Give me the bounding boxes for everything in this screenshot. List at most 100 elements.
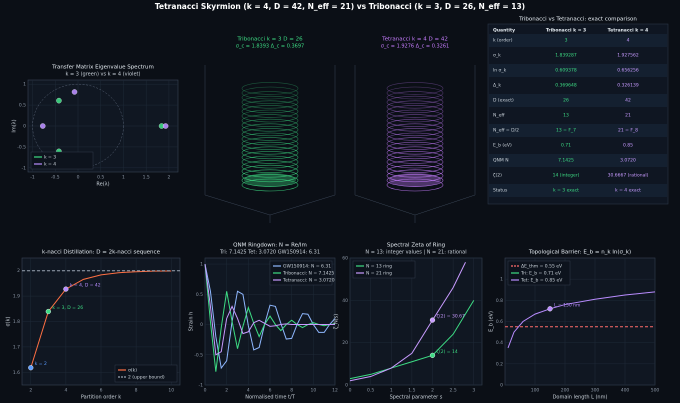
y-tick-label: 0.5 bbox=[19, 103, 26, 109]
series-line bbox=[204, 263, 335, 356]
table-cell: 0.85 bbox=[623, 143, 633, 149]
table-header: Tribonacci k = 3 bbox=[546, 28, 586, 34]
y-tick-label: 1 bbox=[200, 262, 203, 268]
legend-label: ΔE_thm = 0.55 eV bbox=[521, 264, 563, 270]
y-tick-label: 2 bbox=[17, 268, 20, 274]
skyrmion-ring bbox=[386, 151, 444, 164]
legend-label: σ(k) bbox=[128, 368, 137, 374]
x-tick-label: 2 bbox=[431, 388, 434, 394]
y-tick-label: -1 bbox=[22, 165, 27, 171]
skyrmion-ring bbox=[241, 95, 299, 109]
point-label: k = 3, D = 26 bbox=[52, 305, 83, 311]
eigenvalue-point bbox=[71, 89, 78, 95]
table-cell: 26 bbox=[563, 98, 569, 104]
x-axis-label: Re(λ) bbox=[96, 182, 109, 188]
table-cell: 0.71 bbox=[561, 143, 571, 149]
eigenvalue-point bbox=[56, 97, 62, 104]
legend-label: GW150914: N = 6.31 bbox=[283, 264, 331, 270]
series-line bbox=[204, 264, 336, 372]
x-tick-label: 100 bbox=[531, 388, 540, 394]
point-label: k = 2 bbox=[35, 361, 47, 367]
skyrmion-ring bbox=[386, 132, 444, 146]
skyrmion-ring bbox=[241, 118, 299, 132]
point-label: ζ(2) = 14 bbox=[437, 349, 458, 355]
table-cell: 30.6667 (rational) bbox=[608, 173, 649, 179]
skyrmion-ring bbox=[241, 174, 299, 187]
point-label: k = 4, D = 42 bbox=[70, 283, 101, 289]
x-tick-label: 10 bbox=[168, 388, 174, 394]
table-row bbox=[489, 124, 667, 137]
y-tick-label: 1 bbox=[23, 82, 26, 88]
table-cell: 7.1425 bbox=[558, 158, 574, 164]
series-line bbox=[349, 262, 466, 382]
table-cell: k = 4 exact bbox=[615, 188, 641, 194]
chart-title: Tetranacci k = 4 D = 42 bbox=[381, 37, 448, 43]
skyrmion-ring bbox=[241, 155, 299, 169]
table-row bbox=[489, 94, 667, 107]
x-tick-label: 1.5 bbox=[143, 175, 150, 181]
highlight-point bbox=[429, 352, 436, 358]
skyrmion-ring bbox=[241, 123, 299, 137]
chart-subtitle: σ_c = 1.9276 Δ_c = 0.3261 bbox=[381, 44, 449, 50]
legend-label: k = 4 bbox=[44, 162, 56, 168]
y-tick-label: 0 bbox=[345, 383, 348, 389]
table-row bbox=[489, 49, 667, 62]
skyrmion-ring bbox=[386, 86, 444, 100]
skyrmion-ring bbox=[386, 95, 444, 109]
table-cell: 4 bbox=[627, 38, 630, 44]
eigenvalue-point bbox=[162, 123, 169, 129]
table-cell: QNM N bbox=[493, 158, 509, 164]
skyrmion-ring bbox=[241, 105, 299, 118]
skyrmion-ring bbox=[386, 146, 444, 160]
axis-box bbox=[354, 65, 476, 223]
x-axis-label: Partition order k bbox=[81, 395, 121, 401]
skyrmion-ring bbox=[241, 109, 299, 123]
legend-box bbox=[352, 260, 416, 279]
chart-title: Transfer Matrix Eigenvalue Spectrum bbox=[51, 65, 154, 71]
skyrmion-ring bbox=[386, 82, 444, 95]
skyrmion-ring bbox=[241, 82, 299, 95]
x-axis-label: Spectral parameter s bbox=[390, 395, 443, 401]
legend-label: N = 13 ring bbox=[366, 264, 392, 270]
skyrmion-ring bbox=[386, 174, 444, 187]
eigenvalue-point bbox=[40, 123, 46, 129]
x-tick-label: 2 bbox=[225, 388, 228, 394]
x-tick-label: 0 bbox=[77, 175, 80, 181]
y-axis-label: ζ_N(s) bbox=[334, 314, 340, 330]
table-row bbox=[489, 169, 667, 182]
highlight-point bbox=[63, 286, 69, 292]
table-cell: Status bbox=[493, 188, 508, 194]
skyrmion-ring bbox=[241, 132, 299, 146]
point-label: ζ(2) = 30.67 bbox=[437, 314, 465, 320]
x-tick-label: 0.5 bbox=[367, 388, 374, 394]
skyrmion-ring bbox=[386, 178, 444, 192]
table-cell: 0.609378 bbox=[555, 68, 577, 74]
legend-label: Tetranacci: N = 3.0720 bbox=[282, 278, 335, 284]
table-cell: 3.0720 bbox=[620, 158, 636, 164]
y-axis-label: σ(k) bbox=[6, 316, 12, 326]
x-tick-label: 2.5 bbox=[450, 388, 457, 394]
x-tick-label: 300 bbox=[591, 388, 600, 394]
y-tick-label: -0.5 bbox=[17, 144, 26, 150]
skyrmion-ring bbox=[241, 164, 299, 178]
y-axis-label: E_b (eV) bbox=[489, 311, 495, 332]
legend-label: Tribonacci: N = 7.1425 bbox=[282, 271, 334, 277]
highlight-point bbox=[547, 306, 553, 312]
x-tick-label: -1 bbox=[30, 175, 35, 181]
x-axis-label: Domain length L (nm) bbox=[553, 395, 608, 401]
x-tick-label: 1 bbox=[122, 175, 125, 181]
highlight-point bbox=[28, 365, 34, 371]
y-tick-label: 0.5 bbox=[196, 292, 203, 298]
x-tick-label: 0 bbox=[204, 388, 207, 394]
y-tick-label: -1 bbox=[199, 383, 204, 389]
table-row bbox=[489, 139, 667, 152]
x-tick-label: 12 bbox=[332, 388, 338, 394]
skyrmion-ring bbox=[386, 137, 444, 150]
y-tick-label: 20 bbox=[342, 340, 348, 346]
table-title: Tribonacci vs Tetranacci: exact comparis… bbox=[518, 17, 637, 23]
series-line bbox=[30, 270, 172, 368]
y-tick-label: 0 bbox=[500, 383, 503, 389]
axis-box bbox=[204, 65, 336, 223]
table-cell: 0.369648 bbox=[555, 83, 577, 89]
chart-title: k-nacci Distillation: D = 2k-nacci seque… bbox=[42, 250, 161, 256]
